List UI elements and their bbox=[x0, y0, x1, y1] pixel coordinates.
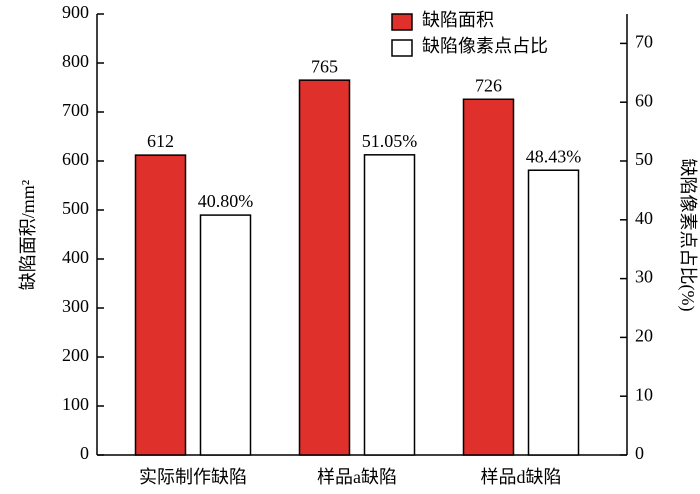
bar bbox=[462, 98, 515, 456]
bar bbox=[199, 214, 252, 456]
bar bbox=[527, 169, 580, 456]
y2-axis-label: 缺陷像素点占比(%) bbox=[677, 159, 698, 312]
y2-tick-label: 40 bbox=[635, 208, 653, 228]
y2-tick-label: 60 bbox=[635, 90, 653, 110]
x-tick-label: 实际制作缺陷 bbox=[139, 467, 247, 487]
y-tick-label: 900 bbox=[62, 2, 89, 22]
y2-tick-label: 70 bbox=[635, 32, 653, 52]
y-tick-label: 600 bbox=[62, 149, 89, 169]
bar bbox=[298, 79, 351, 456]
y-tick-label: 200 bbox=[62, 345, 89, 365]
y2-tick-label: 10 bbox=[635, 384, 653, 404]
y-tick-label: 700 bbox=[62, 100, 89, 120]
x-tick-label: 样品a缺陷 bbox=[317, 467, 397, 487]
value-label: 48.43% bbox=[526, 146, 582, 166]
value-label: 726 bbox=[475, 75, 502, 95]
y-tick-label: 500 bbox=[62, 198, 89, 218]
x-tick-label: 样品d缺陷 bbox=[481, 467, 562, 487]
legend-label: 缺陷面积 bbox=[422, 10, 494, 30]
bar bbox=[363, 154, 416, 456]
y-tick-label: 400 bbox=[62, 247, 89, 267]
y-axis-label: 缺陷面积/mm² bbox=[18, 180, 38, 290]
value-label: 765 bbox=[311, 56, 338, 76]
y-tick-label: 300 bbox=[62, 296, 89, 316]
bar bbox=[134, 154, 187, 456]
y-tick-label: 800 bbox=[62, 51, 89, 71]
value-label: 40.80% bbox=[198, 191, 254, 211]
legend-label: 缺陷像素点占比 bbox=[422, 36, 548, 56]
y2-tick-label: 0 bbox=[635, 443, 644, 463]
y-tick-label: 100 bbox=[62, 394, 89, 414]
y2-tick-label: 30 bbox=[635, 267, 653, 287]
y2-tick-label: 50 bbox=[635, 149, 653, 169]
y-tick-label: 0 bbox=[80, 443, 89, 463]
legend-swatch bbox=[391, 39, 413, 57]
y2-tick-label: 20 bbox=[635, 326, 653, 346]
value-label: 51.05% bbox=[362, 131, 418, 151]
legend-swatch bbox=[391, 13, 413, 31]
value-label: 612 bbox=[147, 131, 174, 151]
